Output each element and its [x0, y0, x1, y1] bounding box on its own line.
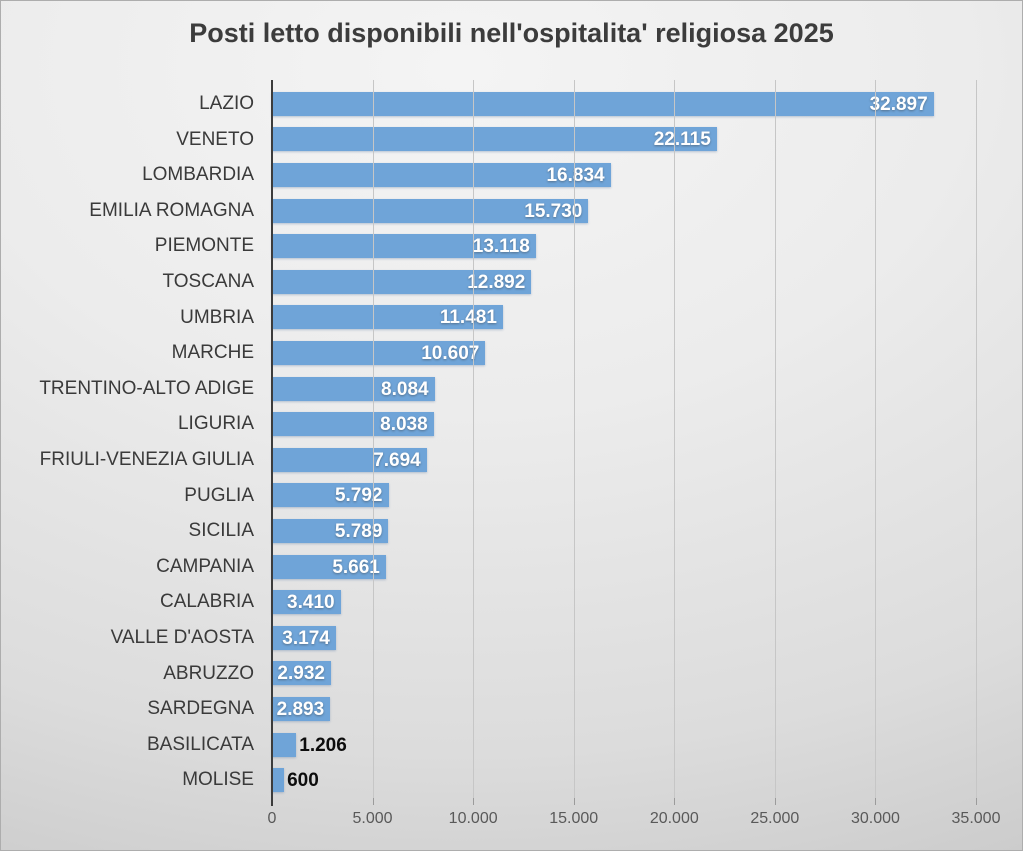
bar: 12.892: [272, 269, 532, 294]
category-label: PIEMONTE: [154, 235, 254, 257]
x-tick-label: 15.000: [549, 810, 599, 827]
bar-value-label: 13.118: [472, 236, 530, 258]
category-label: MARCHE: [171, 342, 254, 364]
bar: 1.206: [272, 732, 347, 757]
bar: 7.694: [272, 447, 427, 472]
axis-tickmark: [976, 798, 977, 805]
bar: 32.897: [272, 91, 934, 116]
category-label: LAZIO: [199, 93, 254, 114]
bar-value-label: 11.481: [439, 307, 497, 329]
bar: 16.834: [272, 163, 611, 187]
category-label: VALLE D'AOSTA: [110, 627, 254, 648]
category-label: ABRUZZO: [163, 662, 254, 684]
category-label: TRENTINO-ALTO ADIGE: [39, 377, 254, 399]
category-label: LOMBARDIA: [142, 164, 254, 186]
bar: 10.607: [272, 341, 486, 365]
x-tick-label: 10.000: [448, 810, 498, 827]
bar-value-label: 5.792: [334, 485, 383, 507]
axis-tickmark: [774, 798, 776, 805]
bar: 8.084: [272, 376, 435, 401]
category-label: PUGLIA: [184, 484, 254, 506]
bar: 5.789: [272, 519, 389, 543]
bar-value-label: 32.897: [869, 93, 928, 115]
category-label: SARDEGNA: [147, 698, 254, 720]
gridline: [875, 80, 877, 798]
bar: 15.730: [272, 198, 589, 223]
plot-area: 32.897 22.115 16.834 15.730 13.118 12.892 11.4…: [271, 80, 977, 806]
bar: 600: [272, 768, 319, 793]
x-tick-label: 0: [267, 810, 277, 827]
gridline: [473, 80, 475, 798]
category-label: EMILIA ROMAGNA: [89, 199, 254, 221]
category-label: SICILIA: [188, 520, 254, 542]
axis-tickmark: [573, 798, 575, 805]
bar: 22.115: [272, 127, 717, 152]
bar-value-label: 16.834: [546, 165, 605, 186]
bar-value-label: 15.730: [524, 200, 583, 222]
axis-tickmark: [674, 798, 676, 805]
bar-value-label: 5.789: [334, 521, 383, 542]
gridline: [674, 80, 676, 798]
x-tick-label: 35.000: [951, 810, 1001, 827]
gridline: [774, 80, 776, 798]
bar-value-label: 2.893: [276, 699, 325, 720]
bar-value-label: 7.694: [373, 449, 421, 471]
category-label: BASILICATA: [147, 733, 254, 755]
category-label: MOLISE: [182, 769, 254, 791]
bar: 11.481: [272, 305, 503, 330]
x-tick-label: 20.000: [649, 810, 699, 827]
axis-tickmark: [473, 798, 475, 805]
gridline: [573, 80, 575, 798]
bar: 5.661: [272, 554, 386, 579]
x-tick-label: 25.000: [750, 810, 800, 827]
bar-value-label: 12.892: [467, 271, 526, 293]
bar: 8.038: [272, 412, 434, 437]
bar-value-label: 3.174: [282, 627, 330, 649]
bar: 2.932: [272, 661, 331, 686]
chart-title: Posti letto disponibili nell'ospitalita'…: [189, 18, 834, 48]
category-label: CAMPANIA: [156, 555, 254, 577]
category-label: CALABRIA: [160, 591, 254, 613]
bar-value-label: 2.932: [277, 663, 325, 685]
bar-value-label: 10.607: [421, 343, 480, 364]
category-label: UMBRIA: [180, 306, 254, 328]
category-label: TOSCANA: [162, 271, 254, 292]
value-axis: 0 5.000 10.000 15.000 20.000 25.000 30.000 35.0…: [268, 810, 1001, 834]
bar-value-label: 1.206: [299, 734, 347, 756]
bar: 13.118: [272, 234, 536, 259]
bar: 3.410: [272, 590, 341, 615]
bar-value-label: 3.410: [287, 592, 335, 614]
category-label: VENETO: [176, 128, 254, 150]
bar: 2.893: [272, 697, 331, 721]
bar: 5.792: [272, 483, 389, 508]
bar-value-label: 5.661: [332, 556, 380, 578]
bar-value-label: 22.115: [653, 129, 711, 151]
x-tick-label: 30.000: [850, 810, 900, 827]
bar-value-label: 600: [287, 770, 319, 792]
category-axis-line: [271, 80, 273, 806]
category-label: FRIULI-VENEZIA GIULIA: [39, 449, 254, 470]
gridline: [372, 80, 374, 798]
gridline: [976, 80, 977, 798]
x-tick-label: 5.000: [352, 810, 393, 827]
bar: 3.174: [272, 625, 336, 650]
bar-value-label: 8.038: [380, 414, 428, 436]
axis-tickmark: [372, 798, 374, 805]
axis-tickmark: [875, 798, 877, 805]
category-label: LIGURIA: [177, 413, 254, 435]
bar-value-label: 8.084: [381, 378, 429, 400]
